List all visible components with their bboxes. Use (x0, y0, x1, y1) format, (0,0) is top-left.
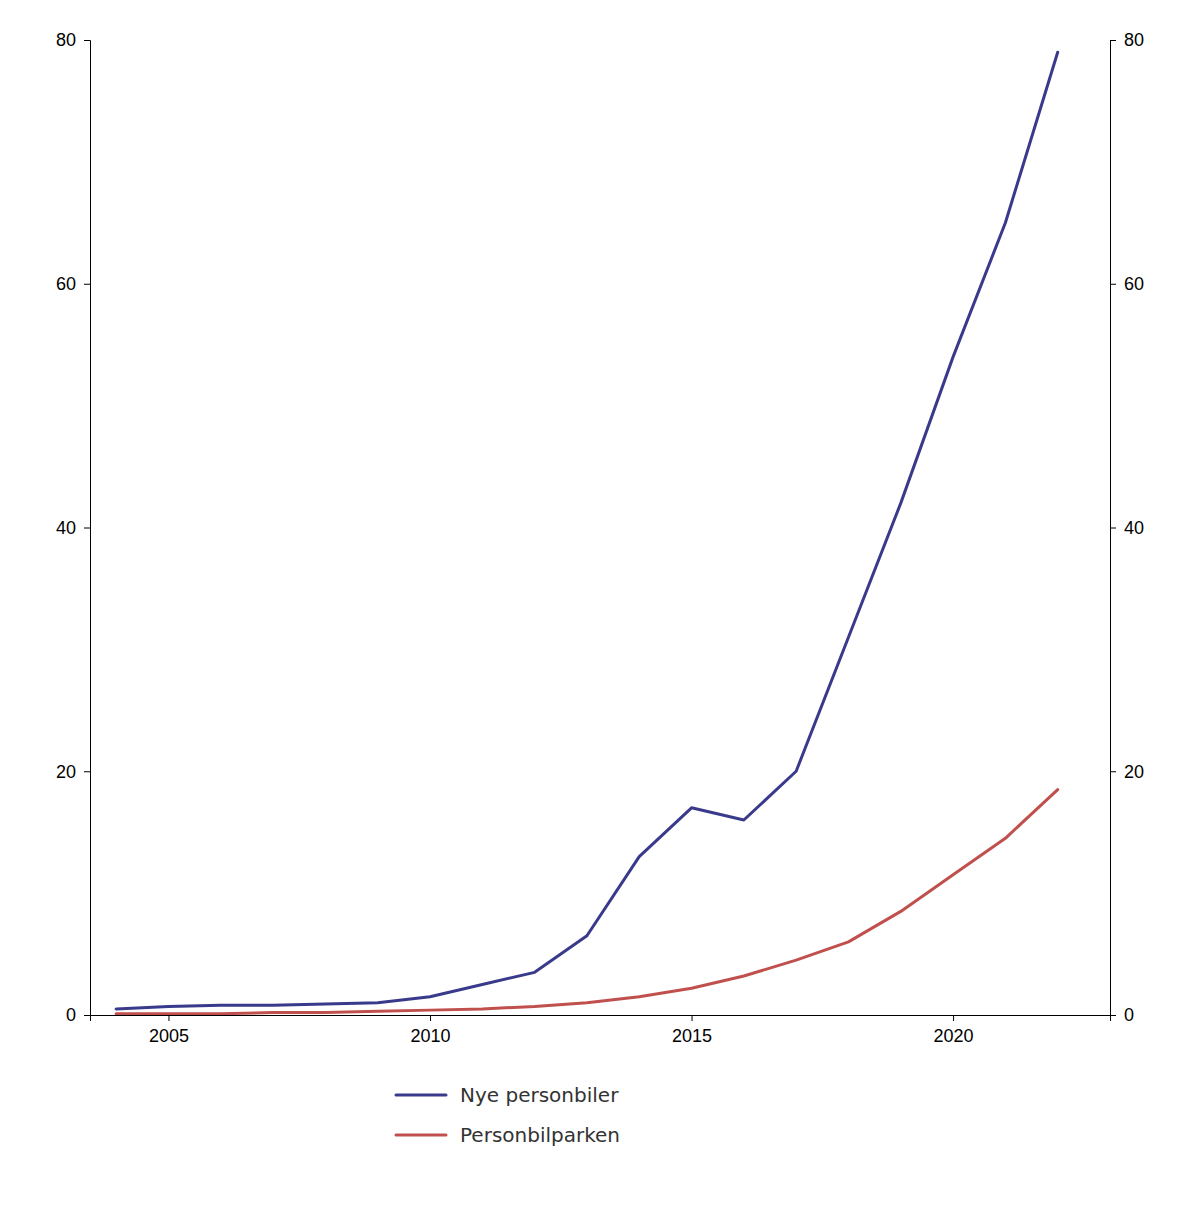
tick-label: 2015 (672, 1026, 712, 1046)
tick-label: 0 (66, 1005, 76, 1025)
y2-axis: 0 20 40 60 80 (1110, 30, 1144, 1025)
tick: 40 (1110, 518, 1144, 538)
tick-mark (1110, 771, 1116, 772)
tick-mark (84, 40, 90, 41)
tick-label: 40 (56, 518, 76, 538)
tick: 0 (66, 1005, 90, 1025)
tick-mark (84, 284, 90, 285)
tick-label: 2020 (934, 1026, 974, 1046)
tick: 0 (1110, 1005, 1134, 1025)
tick-mark (1110, 528, 1116, 529)
legend-label: Nye personbiler (460, 1083, 619, 1107)
tick: 80 (56, 30, 90, 50)
axis-domain (1111, 41, 1117, 1016)
tick: 20 (1110, 762, 1144, 782)
tick-label: 80 (1124, 30, 1144, 50)
tick-label: 60 (56, 274, 76, 294)
y-axis: 0 20 40 60 80 (56, 30, 91, 1025)
legend-swatch (396, 1094, 446, 1097)
lines (116, 52, 1058, 1014)
tick: 2010 (410, 1015, 450, 1046)
tick-label: 20 (1124, 762, 1144, 782)
series-line (116, 790, 1058, 1014)
tick-mark (1110, 40, 1116, 41)
tick: 2005 (149, 1015, 189, 1046)
series-line (116, 52, 1058, 1009)
tick-mark (430, 1015, 431, 1021)
tick-label: 2005 (149, 1026, 189, 1046)
x-axis: 2005 2010 2015 2020 (91, 1015, 1111, 1046)
legend-item: Nye personbiler (396, 1083, 619, 1107)
tick: 2015 (672, 1015, 712, 1046)
axis-domain (84, 41, 91, 1016)
tick-mark (1110, 284, 1116, 285)
tick: 60 (56, 274, 90, 294)
tick: 80 (1110, 30, 1144, 50)
legend-label: Personbilparken (460, 1123, 620, 1147)
tick-mark (692, 1015, 693, 1021)
tick-label: 60 (1124, 274, 1144, 294)
axis-domain (91, 1016, 1111, 1022)
tick-mark (84, 1015, 90, 1016)
tick-label: 20 (56, 762, 76, 782)
tick-label: 40 (1124, 518, 1144, 538)
tick: 60 (1110, 274, 1144, 294)
tick-mark (953, 1015, 954, 1021)
tick-label: 2010 (410, 1026, 450, 1046)
chart: 2005 2010 2015 2020 0 20 40 60 80 0 20 40 60 80 Nye pe… (0, 0, 1200, 1215)
tick-mark (84, 771, 90, 772)
legend: Nye personbiler Personbilparken (396, 1083, 620, 1147)
tick-mark (168, 1015, 169, 1021)
tick-mark (1110, 1015, 1116, 1016)
legend-swatch (396, 1134, 446, 1137)
tick: 20 (56, 762, 90, 782)
tick-label: 0 (1124, 1005, 1134, 1025)
plot: 2005 2010 2015 2020 0 20 40 60 80 0 20 40 60 80 (56, 30, 1144, 1046)
legend-item: Personbilparken (396, 1123, 620, 1147)
tick: 40 (56, 518, 90, 538)
tick-label: 80 (56, 30, 76, 50)
tick-mark (84, 528, 90, 529)
tick: 2020 (934, 1015, 974, 1046)
